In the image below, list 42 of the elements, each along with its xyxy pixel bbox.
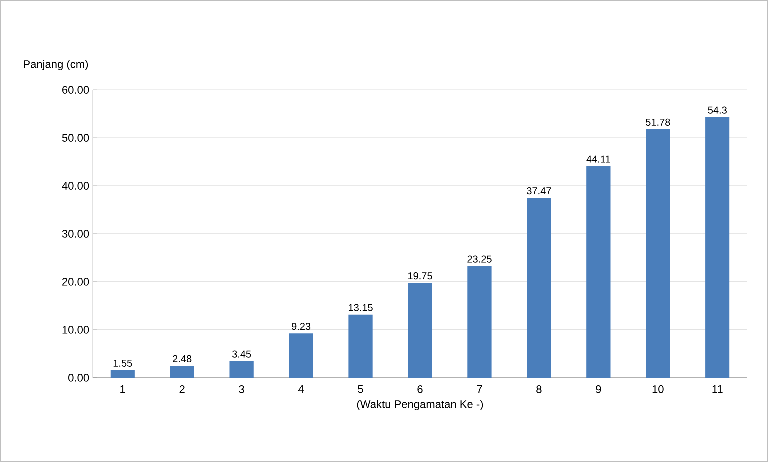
y-tick-label: 40.00 [62,182,90,190]
x-tick-label: 1 [120,386,126,394]
bar [170,366,194,378]
bar [706,117,730,378]
x-tick-label: 7 [477,386,482,394]
data-label: 3.45 [232,350,252,358]
y-tick-label: 10.00 [62,326,90,334]
y-tick-label: 50.00 [62,134,90,142]
y-tick-label: 20.00 [62,278,90,286]
x-tick-label: 5 [358,386,364,394]
x-axis-title: (Waktu Pengamatan Ke -) [357,400,484,410]
bar [230,361,254,378]
bar [348,314,373,378]
y-tick-label: 30.00 [62,230,90,238]
x-tick-label: 11 [712,386,723,394]
bar [408,283,432,378]
x-tick-label: 4 [298,386,304,394]
y-axis-title: Panjang (cm) [24,60,88,70]
data-label: 51.78 [646,118,670,126]
bar [646,130,670,378]
x-tick-label: 9 [596,386,602,394]
y-tick-label: 60.00 [62,86,90,94]
bar [586,166,611,378]
bar [110,370,135,378]
data-label: 9.23 [292,323,311,330]
bar [468,266,492,378]
data-label: 2.48 [173,355,192,363]
x-tick-label: 3 [239,386,244,394]
x-tick-label: 8 [536,386,542,394]
data-label: 13.15 [348,304,373,312]
data-label: 54.3 [708,106,727,114]
bar [527,198,552,378]
x-tick-label: 2 [180,386,185,394]
data-label: 23.25 [468,256,492,263]
x-tick-label: 10 [652,386,664,394]
data-label: 44.11 [586,156,610,163]
y-tick-label: 0.00 [68,374,90,382]
bar [289,334,314,378]
data-label: 37.47 [527,188,552,195]
x-tick-label: 6 [418,386,423,394]
data-label: 1.55 [114,360,132,367]
data-label: 19.75 [408,272,432,280]
